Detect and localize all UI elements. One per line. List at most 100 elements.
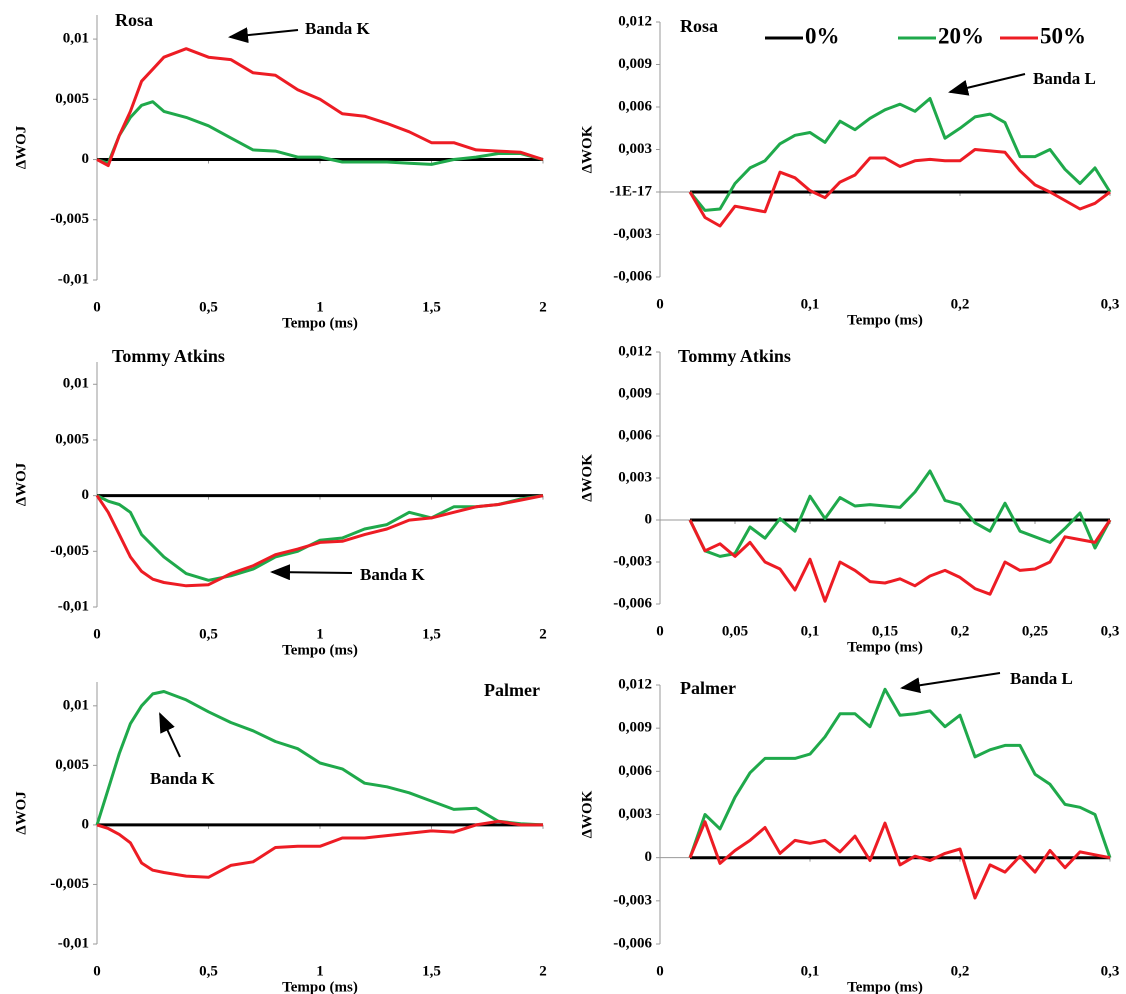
x-tick-label: 1	[316, 963, 324, 979]
x-tick-label: 0,2	[951, 963, 970, 979]
x-tick-label: 0,5	[199, 299, 218, 315]
legend-label: 0%	[805, 23, 840, 48]
y-tick-label: -0,006	[613, 595, 652, 611]
annotation: Banda L	[1010, 669, 1073, 688]
y-tick-label: 0,01	[63, 31, 89, 47]
x-tick-label: 0,2	[951, 296, 970, 312]
series-line	[688, 148, 1111, 228]
y-tick-label: -0,003	[613, 226, 652, 242]
x-tick-label: 0,2	[951, 623, 970, 639]
y-tick-label: 0,009	[618, 385, 652, 401]
y-tick-label: 0,012	[618, 343, 652, 359]
x-tick-label: 0,25	[1022, 623, 1048, 639]
y-tick-label: 0,003	[618, 469, 652, 485]
x-tick-label: 0	[656, 296, 664, 312]
series-line	[95, 494, 544, 588]
x-tick-label: 0,3	[1101, 296, 1120, 312]
legend-label: 50%	[1040, 23, 1086, 48]
series-line	[96, 47, 544, 168]
panel-title: Palmer	[484, 680, 540, 700]
x-tick-label: 0,1	[801, 963, 820, 979]
x-tick-label: 0	[656, 623, 664, 639]
y-axis-label: ΔWOJ	[13, 462, 29, 506]
series-line	[96, 100, 544, 166]
annotation: Banda K	[150, 769, 215, 788]
series-line	[688, 97, 1112, 212]
panel-title: Rosa	[115, 10, 153, 30]
series-line	[688, 519, 1112, 603]
y-tick-label: -0,01	[58, 598, 89, 614]
y-tick-label: 0	[82, 816, 90, 832]
y-tick-label: -0,01	[58, 271, 89, 287]
x-tick-label: 0,3	[1101, 963, 1120, 979]
y-tick-label: 0,003	[618, 806, 652, 822]
y-tick-label: -0,01	[58, 935, 89, 951]
x-axis-label: Tempo (ms)	[847, 312, 923, 328]
x-tick-label: 0	[93, 963, 101, 979]
y-tick-label: -0,006	[613, 935, 652, 951]
x-tick-label: 2	[539, 963, 547, 979]
x-tick-label: 0,5	[199, 626, 218, 642]
annotation-arrow	[900, 672, 1001, 694]
y-tick-label: -0,005	[50, 211, 89, 227]
x-tick-label: 0	[93, 626, 101, 642]
annotation: Banda L	[1033, 69, 1096, 88]
legend-label: 20%	[938, 23, 984, 48]
y-tick-label: 0,01	[63, 697, 89, 713]
panel-title: Rosa	[680, 16, 718, 36]
y-tick-label: 0,006	[618, 763, 652, 779]
y-tick-label: 0,005	[55, 757, 89, 773]
x-tick-label: 0,3	[1101, 623, 1120, 639]
y-tick-label: 0	[82, 487, 90, 503]
y-tick-label: 0	[645, 511, 653, 527]
x-tick-label: 1,5	[422, 626, 441, 642]
x-tick-label: 1	[316, 626, 324, 642]
annotation-arrow	[948, 73, 1026, 96]
y-tick-label: -0,003	[613, 892, 652, 908]
x-tick-label: 2	[539, 299, 547, 315]
y-tick-label: -0,005	[50, 543, 89, 559]
x-tick-label: 0	[93, 299, 101, 315]
x-tick-label: 0,05	[722, 623, 748, 639]
y-tick-label: 0	[82, 151, 90, 167]
y-tick-label: 0,003	[618, 141, 652, 157]
y-tick-label: 0,01	[63, 376, 89, 392]
x-tick-label: 0,5	[199, 963, 218, 979]
y-axis-label: ΔWOJ	[13, 791, 29, 835]
y-axis-label: ΔWOK	[579, 454, 595, 502]
y-tick-label: -0,003	[613, 553, 652, 569]
series-line	[688, 687, 1112, 859]
y-tick-label: -1E-17	[610, 183, 653, 199]
x-axis-label: Tempo (ms)	[282, 315, 358, 331]
x-tick-label: 1	[316, 299, 324, 315]
x-axis-label: Tempo (ms)	[847, 639, 923, 655]
annotation: Banda K	[305, 19, 370, 38]
annotation: Banda K	[360, 565, 425, 584]
y-axis-label: ΔWOK	[579, 125, 595, 173]
y-tick-label: 0,012	[618, 676, 652, 692]
y-tick-label: 0,005	[55, 431, 89, 447]
series-line	[688, 469, 1112, 558]
x-axis-label: Tempo (ms)	[282, 642, 358, 658]
x-axis-label: Tempo (ms)	[282, 979, 358, 994]
series-line	[96, 819, 543, 879]
y-tick-label: 0,009	[618, 720, 652, 736]
panel-title: Tommy Atkins	[678, 346, 791, 366]
x-axis-label: Tempo (ms)	[847, 979, 923, 994]
series-line	[96, 494, 544, 582]
x-tick-label: 1,5	[422, 299, 441, 315]
y-axis-label: ΔWOK	[579, 790, 595, 838]
x-tick-label: 0,1	[801, 296, 820, 312]
annotation-arrow	[270, 564, 353, 581]
y-tick-label: -0,006	[613, 268, 652, 284]
y-tick-label: 0,012	[618, 13, 652, 29]
x-tick-label: 0,15	[872, 623, 898, 639]
annotation-arrow	[228, 27, 299, 44]
y-tick-label: 0,006	[618, 427, 652, 443]
annotation-arrow	[159, 712, 181, 758]
y-tick-label: 0	[645, 849, 653, 865]
series-line	[95, 690, 544, 827]
y-axis-label: ΔWOJ	[13, 125, 29, 169]
x-tick-label: 0,1	[801, 623, 820, 639]
